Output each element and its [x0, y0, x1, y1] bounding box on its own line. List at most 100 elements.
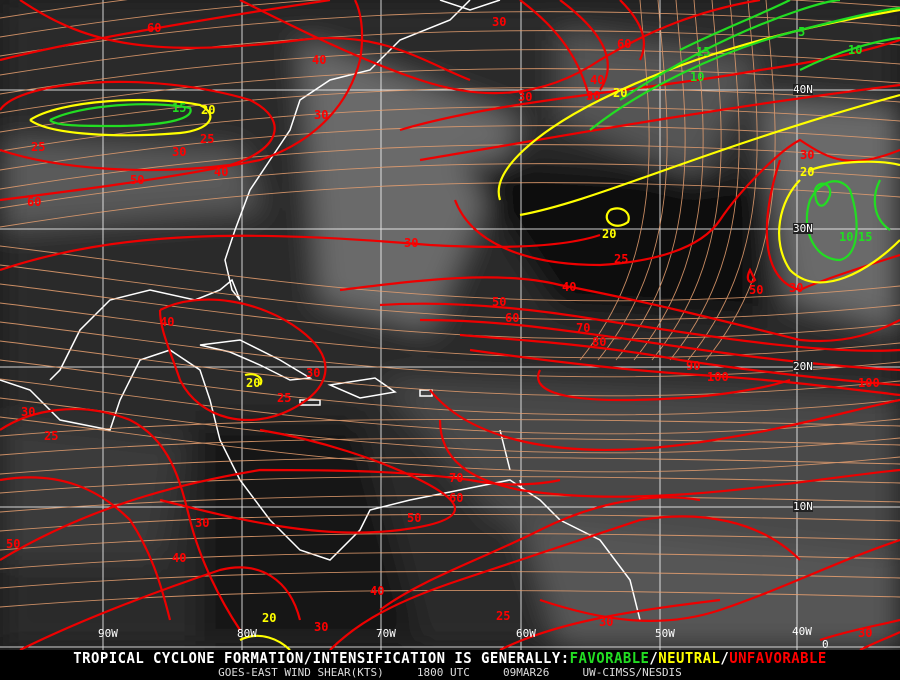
lat-label-30n: 30N [793, 222, 813, 235]
contour-label: 10 [848, 43, 863, 57]
contour-label: 50 [130, 173, 145, 187]
streamline [0, 494, 900, 513]
contour-label: 40 [214, 165, 229, 179]
contour-label: 50 [749, 283, 764, 297]
contour-label: 30 [789, 281, 804, 295]
streamline [0, 456, 900, 475]
streamline [0, 283, 900, 340]
lon-label-70w: 70W [376, 627, 396, 640]
contour-label: 15 [172, 101, 187, 115]
lon-label-40w: 40W [792, 625, 812, 638]
streamline [0, 532, 900, 551]
contour-label: 50 [492, 295, 507, 309]
unfavorable-label: UNFAVORABLE [729, 649, 827, 667]
data-source: UW-CIMSS/NESDIS [582, 666, 682, 679]
contour-label: 25 [31, 140, 46, 154]
streamline [0, 0, 900, 38]
streamline [687, 0, 758, 361]
contour-label: 20 [602, 227, 617, 241]
contour-label: 30 [800, 148, 815, 162]
headline-prefix: TROPICAL CYCLONE FORMATION/INTENSIFICATI… [73, 649, 570, 667]
contour-label: 20 [246, 376, 261, 390]
streamline [0, 551, 900, 570]
contour-label: 100 [707, 370, 729, 384]
streamline [0, 245, 900, 302]
contour-label: 30 [586, 89, 601, 103]
streamline [0, 416, 900, 473]
contour-label: 60 [27, 195, 42, 209]
contour-label: 20 [613, 86, 628, 100]
streamline [0, 144, 900, 190]
contour-label: 30 [172, 145, 187, 159]
contour-label: 90 [686, 359, 701, 373]
contour-label: 30 [492, 15, 507, 29]
valid-date: 09MAR26 [502, 666, 550, 679]
contour-label: 100 [858, 376, 880, 390]
streamline [0, 378, 900, 435]
streamline [0, 163, 900, 209]
streamline [0, 125, 900, 171]
streamline [0, 437, 900, 456]
streamline [0, 182, 900, 228]
contour-label: 80 [592, 335, 607, 349]
streamline [0, 475, 900, 494]
contour-label: 10 [690, 70, 705, 84]
contour-label: 30 [306, 366, 321, 380]
lon-label-50w: 50W [655, 627, 675, 640]
streamline [597, 0, 668, 361]
contour-label: 25 [200, 132, 215, 146]
contour-label: 20 [201, 103, 216, 117]
headline: TROPICAL CYCLONE FORMATION/INTENSIFICATI… [32, 650, 869, 667]
streamline [633, 0, 704, 361]
contour-label: 30 [314, 620, 329, 634]
neutral-label: NEUTRAL [658, 649, 721, 667]
lon-label-80w: 80W [237, 627, 257, 640]
streamline [0, 0, 128, 19]
contour-label: 25 [44, 429, 59, 443]
contour-label: 40 [562, 280, 577, 294]
separator: / [649, 649, 659, 667]
map-canvas [0, 0, 900, 650]
contour-label: 10 [839, 230, 854, 244]
contour-label: 30 [858, 626, 873, 640]
contour-label: 30 [518, 90, 533, 104]
product-name: GOES-EAST WIND SHEAR(KTS) [218, 666, 384, 679]
streamline [0, 359, 900, 416]
streamline [0, 513, 900, 532]
contour-label: 30 [195, 516, 210, 530]
contour-label: 50 [6, 537, 21, 551]
lon-label-60w: 60W [516, 627, 536, 640]
contour-label: 60 [449, 491, 464, 505]
lat-label-40n: 40N [793, 83, 813, 96]
contour-label: 20 [800, 165, 815, 179]
contour-label: 30 [404, 236, 419, 250]
lon-label-90w: 90W [98, 627, 118, 640]
contour-label: 30 [314, 108, 329, 122]
streamline [0, 87, 900, 133]
contour-label: 25 [277, 391, 292, 405]
contour-label: 40 [370, 584, 385, 598]
contour-label: 5 [798, 25, 806, 39]
shear-contours-favorable [49, 0, 900, 262]
contour-label: 60 [147, 21, 162, 35]
contour-label: 15 [858, 230, 873, 244]
streamline [0, 418, 900, 437]
streamline [651, 0, 722, 361]
contour-label: 25 [496, 609, 511, 623]
streamline [0, 397, 900, 454]
contour-label: 40 [172, 551, 187, 565]
streamline [615, 0, 686, 361]
product-info: GOES-EAST WIND SHEAR(KTS) 1800 UTC 09MAR… [0, 667, 900, 679]
shear-contours-unfavorable [0, 0, 900, 650]
contour-label: 40 [312, 53, 327, 67]
lat-label-10n: 10N [793, 500, 813, 513]
contour-label: 40 [590, 73, 605, 87]
favorable-label: FAVORABLE [569, 649, 650, 667]
separator: / [720, 649, 730, 667]
lat-label-20n: 20N [793, 360, 813, 373]
contour-label: 60 [505, 311, 520, 325]
contour-label: 15 [696, 45, 711, 59]
lat-label-0: 0 [822, 638, 829, 651]
contour-label: 70 [576, 321, 591, 335]
